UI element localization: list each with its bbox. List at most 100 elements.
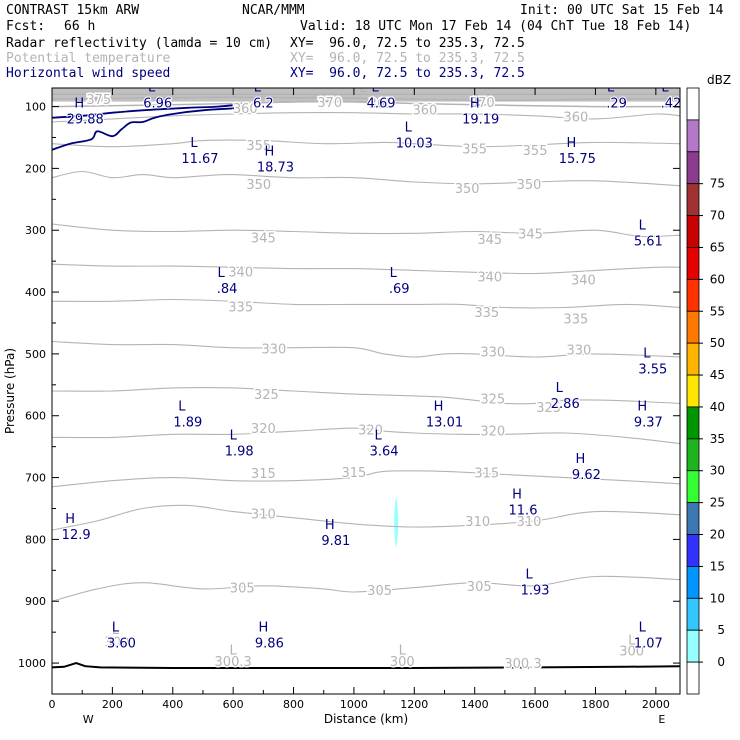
colorbar-box-17: [686, 629, 700, 663]
theta-label-27: 325: [536, 401, 561, 416]
theta-extremum-4: L: [359, 81, 367, 96]
colorbar-box-7: [686, 310, 700, 344]
colorbar-label-75: 75: [710, 177, 725, 191]
y-tick-label-700: 700: [25, 472, 46, 485]
wind-extremum-kind-1: L: [148, 80, 156, 95]
colorbar-box-8: [686, 342, 700, 376]
wind-extremum-kind-18: H: [637, 399, 647, 414]
y-tick-label-100: 100: [25, 101, 46, 114]
wind-extremum-value-18: 9.37: [634, 415, 663, 430]
wind-extremum-kind-8: L: [190, 136, 198, 151]
x-tick-label-1400: 1400: [461, 698, 489, 711]
wind-extremum-value-4: 19.19: [462, 112, 499, 127]
theta-contour-370: [52, 96, 680, 102]
x-tick-label-1600: 1600: [521, 698, 549, 711]
wind-extremum-kind-22: H: [512, 487, 522, 502]
wind-extremum-kind-12: L: [217, 266, 225, 281]
theta-label-16: 340: [228, 266, 253, 281]
wind-extremum-value-17: 13.01: [426, 415, 463, 430]
terrain-line: [52, 662, 680, 669]
field-theta-name: Potential temperature: [6, 51, 171, 66]
wind-extremum-kind-5: L: [607, 80, 615, 95]
theta-label-42: 300: [390, 655, 415, 670]
wind-extremum-value-12: .84: [217, 282, 238, 297]
colorbar-box-18: [686, 661, 700, 695]
theta-label-43: 300.3: [504, 657, 541, 672]
colorbar-label-50: 50: [710, 336, 725, 350]
colorbar-label-40: 40: [710, 400, 725, 414]
theta-label-5: 360: [412, 104, 437, 119]
model-title: CONTRAST 15km ARW: [6, 3, 140, 18]
x-end-label-east: E: [658, 713, 665, 726]
colorbar-box-9: [686, 374, 700, 408]
x-tick-label-1200: 1200: [400, 698, 428, 711]
y-tick-label-400: 400: [25, 286, 46, 299]
theta-extremum-1: L: [230, 643, 238, 658]
colorbar-label-20: 20: [710, 528, 725, 542]
colorbar-label-70: 70: [710, 209, 725, 223]
wind-extremum-kind-23: H: [65, 512, 75, 527]
theta-label-6: 360: [563, 110, 588, 125]
colorbar-box-4: [686, 215, 700, 248]
theta-label-2: 370: [470, 96, 495, 111]
y-tick-label-200: 200: [25, 162, 46, 175]
wind-extremum-value-10: 15.75: [559, 152, 596, 167]
colorbar-box-1: [686, 119, 700, 153]
theta-label-14: 345: [477, 233, 502, 248]
wind-extremum-kind-10: H: [566, 136, 576, 151]
wind-extremum-value-25: 1.93: [521, 584, 550, 599]
theta-label-40: 300: [104, 635, 129, 650]
wind-extremum-value-20: 3.64: [370, 445, 399, 460]
x-tick-label-0: 0: [49, 698, 56, 711]
y-tick-label-900: 900: [25, 595, 46, 608]
colorbar-box-2: [686, 151, 700, 185]
wind-extremum-kind-16: L: [178, 399, 186, 414]
wind-extremum-value-28: 1.07: [634, 636, 663, 651]
theta-label-3: 365: [369, 97, 394, 112]
wind-extremum-kind-13: L: [390, 266, 398, 281]
field-wind-xy: XY= 96.0, 72.5 to 235.3, 72.5: [290, 66, 525, 81]
plot-frame: [51, 87, 681, 695]
theta-contour-350: [52, 170, 680, 187]
wind-extremum-kind-15: L: [556, 381, 564, 396]
theta-label-9: 355: [523, 144, 548, 159]
colorbar-label-15: 15: [710, 559, 725, 573]
theta-contour-320: [52, 427, 680, 445]
forecast-hour: 66 h: [64, 19, 96, 34]
theta-contour-305: [52, 575, 680, 602]
wind-extremum-kind-20: L: [374, 429, 382, 444]
theta-label-13: 345: [251, 232, 276, 247]
wind-extremum-kind-21: H: [576, 452, 586, 467]
wind-extremum-value-13: .69: [389, 282, 410, 297]
x-tick-label-1800: 1800: [581, 698, 609, 711]
theta-label-34: 310: [251, 507, 276, 522]
theta-label-28: 320: [251, 422, 276, 437]
colorbar-label-0: 0: [717, 655, 725, 669]
wind-extremum-kind-11: L: [639, 218, 647, 233]
theta-label-22: 330: [261, 342, 286, 357]
valid-time: Valid: 18 UTC Mon 17 Feb 14 (04 ChT Tue …: [300, 19, 692, 34]
colorbar-label-45: 45: [710, 368, 725, 382]
x-tick-label-400: 400: [162, 698, 183, 711]
theta-label-17: 340: [477, 271, 502, 286]
wind-extremum-kind-17: H: [434, 399, 444, 414]
theta-contour-345: [52, 223, 680, 238]
theta-contour-355: [52, 139, 680, 148]
wind-extremum-kind-4: H: [470, 96, 480, 111]
colorbar-label-55: 55: [710, 304, 725, 318]
wind-extremum-value-1: 6.96: [143, 96, 172, 111]
colorbar-label-35: 35: [710, 432, 725, 446]
wind-extremum-kind-26: L: [112, 620, 120, 635]
wind-extremum-kind-3: L: [371, 80, 379, 95]
wind-extremum-kind-0: H: [74, 96, 84, 111]
x-tick-label-800: 800: [283, 698, 304, 711]
org-label: NCAR/MMM: [242, 3, 305, 18]
wind-extremum-value-11: 5.61: [634, 234, 663, 249]
theta-contour-340: [52, 263, 680, 275]
wind-extremum-value-27: 9.86: [255, 636, 284, 651]
colorbar-box-0: [686, 87, 700, 121]
colorbar-label-65: 65: [710, 240, 725, 254]
colorbar-box-3: [686, 183, 700, 216]
theta-label-10: 350: [246, 178, 271, 193]
